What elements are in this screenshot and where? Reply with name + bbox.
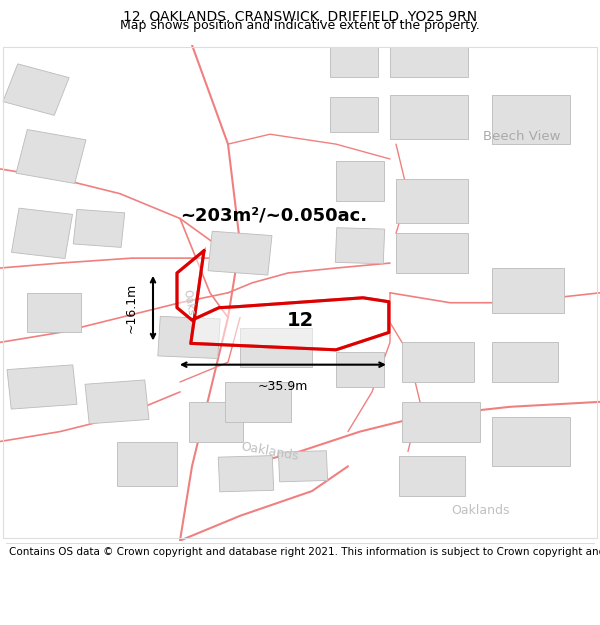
Text: Beech View: Beech View <box>483 130 561 143</box>
Text: Oaklands: Oaklands <box>451 504 509 518</box>
Text: 12: 12 <box>286 311 314 329</box>
Polygon shape <box>390 48 468 78</box>
Polygon shape <box>11 208 73 259</box>
Polygon shape <box>402 342 474 382</box>
Text: ~203m²/~0.050ac.: ~203m²/~0.050ac. <box>180 207 367 225</box>
Polygon shape <box>225 382 291 422</box>
Polygon shape <box>492 342 558 382</box>
Polygon shape <box>399 456 465 496</box>
Polygon shape <box>7 365 77 409</box>
Polygon shape <box>3 64 69 116</box>
Text: ~35.9m: ~35.9m <box>258 379 308 392</box>
Polygon shape <box>85 380 149 424</box>
Polygon shape <box>492 268 564 312</box>
Polygon shape <box>189 402 243 441</box>
Text: 12, OAKLANDS, CRANSWICK, DRIFFIELD, YO25 9RN: 12, OAKLANDS, CRANSWICK, DRIFFIELD, YO25… <box>123 10 477 24</box>
Polygon shape <box>396 179 468 223</box>
Polygon shape <box>492 417 570 466</box>
Polygon shape <box>16 129 86 184</box>
Polygon shape <box>335 228 385 264</box>
Polygon shape <box>336 352 384 387</box>
Polygon shape <box>390 94 468 139</box>
Polygon shape <box>117 441 177 486</box>
Polygon shape <box>218 456 274 492</box>
Polygon shape <box>278 451 328 482</box>
Polygon shape <box>402 402 480 441</box>
Text: Oaks: Oaks <box>182 289 196 316</box>
Polygon shape <box>240 328 312 367</box>
Polygon shape <box>177 251 389 350</box>
Text: Contains OS data © Crown copyright and database right 2021. This information is : Contains OS data © Crown copyright and d… <box>9 546 600 556</box>
Polygon shape <box>336 161 384 201</box>
Polygon shape <box>330 48 378 78</box>
Polygon shape <box>396 233 468 273</box>
Text: Oaklands: Oaklands <box>240 440 300 463</box>
Polygon shape <box>492 94 570 144</box>
Text: ~16.1m: ~16.1m <box>125 283 138 333</box>
Polygon shape <box>330 97 378 132</box>
Polygon shape <box>158 316 220 359</box>
Polygon shape <box>27 292 81 332</box>
Text: Map shows position and indicative extent of the property.: Map shows position and indicative extent… <box>120 19 480 31</box>
Polygon shape <box>73 209 125 248</box>
Polygon shape <box>208 231 272 275</box>
